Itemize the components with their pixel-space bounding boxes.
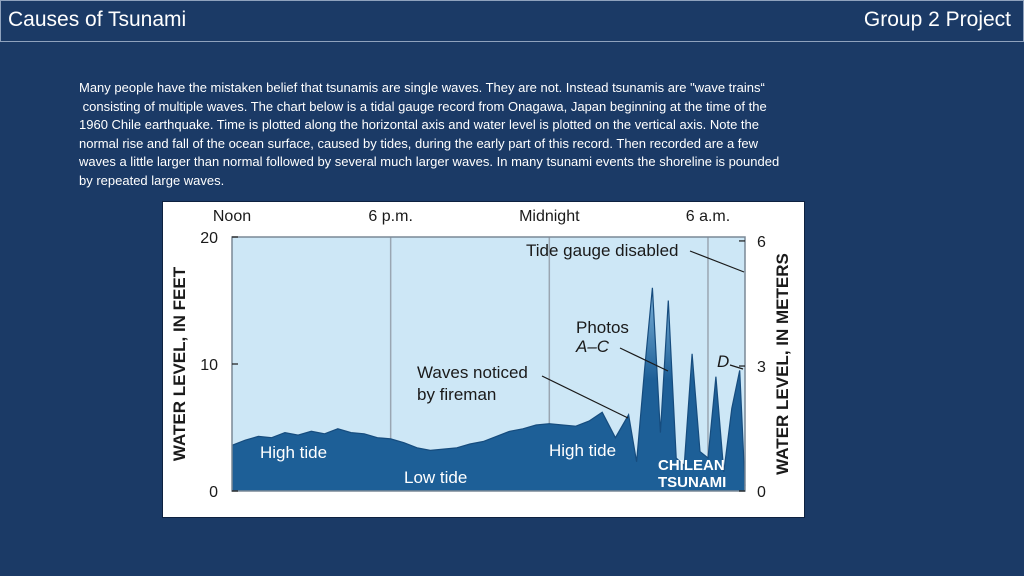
water-series — [231, 287, 746, 491]
waves-leader — [541, 375, 629, 419]
d-leader — [729, 364, 744, 370]
chilean-label: CHILEAN — [658, 457, 725, 474]
y-axis-right-title: WATER LEVEL, IN METERS — [773, 253, 792, 475]
tsunami-label: TSUNAMI — [658, 474, 726, 491]
y-left-tick-label: 0 — [209, 484, 218, 501]
y-right-tick-label: 0 — [757, 484, 766, 501]
intro-line: waves a little larger than normal follow… — [79, 154, 780, 170]
y-right-tick-label: 6 — [757, 234, 766, 251]
water-level-line — [231, 287, 746, 486]
intro-line: consisting of multiple waves. The chart … — [79, 98, 767, 114]
intro-text: Many people have the mistaken belief tha… — [79, 79, 869, 191]
water-area — [232, 287, 745, 491]
by-fireman-label: by fireman — [417, 385, 496, 404]
time-tick-label: 6 a.m. — [686, 208, 730, 225]
d-label: D — [717, 352, 729, 371]
slide-title: Causes of Tsunami — [8, 8, 187, 31]
photos-range-label: A–C — [575, 337, 610, 356]
y-left-tick-label: 20 — [200, 230, 218, 247]
axis-ticks — [232, 236, 745, 492]
tide-gauge-label: Tide gauge disabled — [526, 241, 679, 260]
photos-leader — [619, 347, 669, 372]
high-tide-label-1: High tide — [260, 443, 327, 462]
tidal-gauge-chart: Noon 6 p.m. Midnight 6 a.m. 0 10 20 WATER LEV… — [170, 208, 792, 501]
high-tide-label-2: High tide — [549, 441, 616, 460]
tide-gauge-leader — [689, 250, 745, 273]
photos-label: Photos — [576, 318, 629, 337]
intro-line: normal rise and fall of the ocean surfac… — [79, 135, 759, 151]
intro-line: 1960 Chile earthquake. Time is plotted a… — [79, 117, 760, 133]
low-tide-label: Low tide — [404, 468, 467, 487]
tidal-gauge-figure: Noon 6 p.m. Midnight 6 a.m. 0 10 20 WATER LEV… — [162, 201, 805, 518]
title-bar: Causes of Tsunami Group 2 Project — [0, 0, 1024, 42]
time-tick-label: Midnight — [519, 208, 580, 225]
y-left-tick-label: 10 — [200, 357, 218, 374]
y-right-tick-label: 3 — [757, 359, 766, 376]
time-tick-label: Noon — [213, 208, 251, 225]
intro-line: by repeated large waves. — [79, 172, 225, 188]
waves-noticed-label: Waves noticed — [417, 363, 528, 382]
group-label: Group 2 Project — [863, 8, 1011, 31]
y-axis-left-title: WATER LEVEL, IN FEET — [170, 266, 189, 461]
intro-line: Many people have the mistaken belief tha… — [79, 80, 765, 95]
time-tick-label: 6 p.m. — [368, 208, 412, 225]
